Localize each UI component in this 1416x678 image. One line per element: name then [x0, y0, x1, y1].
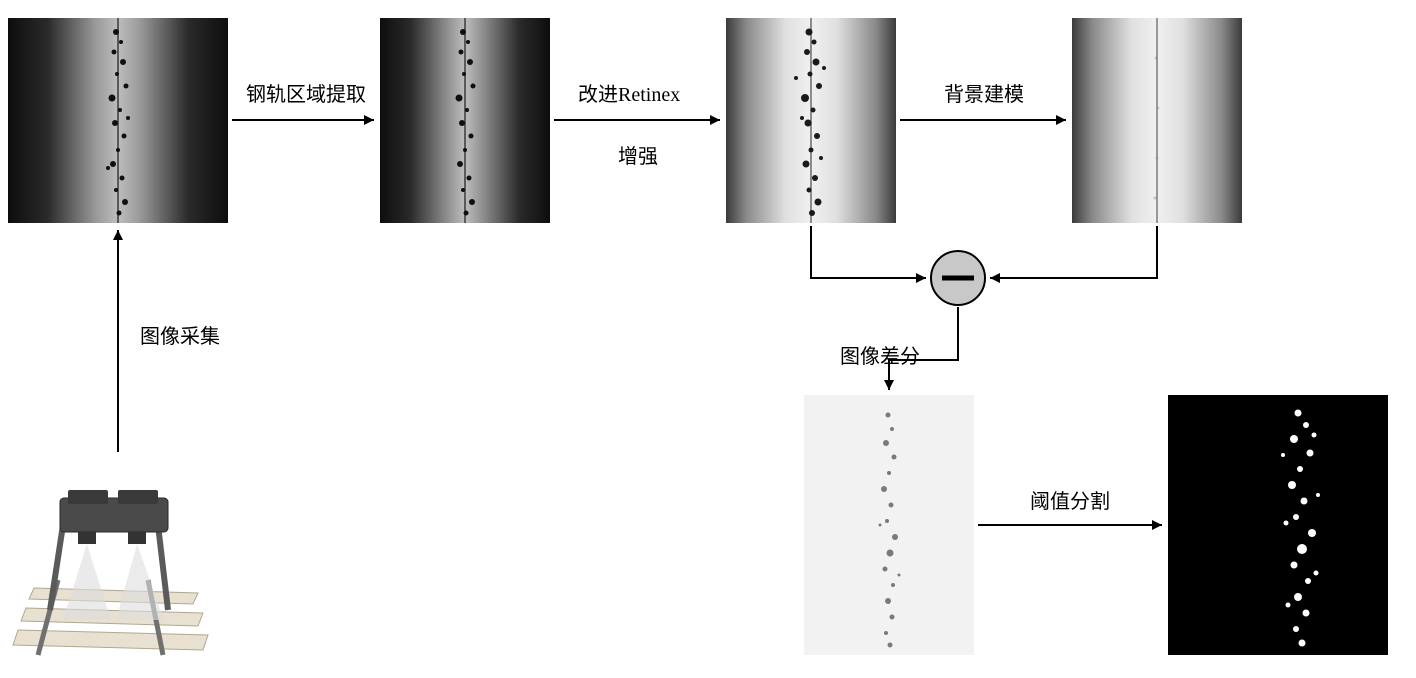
label-image-acquisition: 图像采集 — [140, 320, 220, 349]
label-improved-retinex: 改进Retinex — [578, 78, 680, 107]
label-background-modeling: 背景建模 — [944, 78, 1024, 107]
label-image-difference: 图像差分 — [840, 340, 920, 369]
label-enhancement: 增强 — [618, 140, 658, 169]
label-rail-region-extraction: 钢轨区域提取 — [246, 78, 366, 107]
label-threshold-segmentation: 阈值分割 — [1030, 485, 1110, 514]
